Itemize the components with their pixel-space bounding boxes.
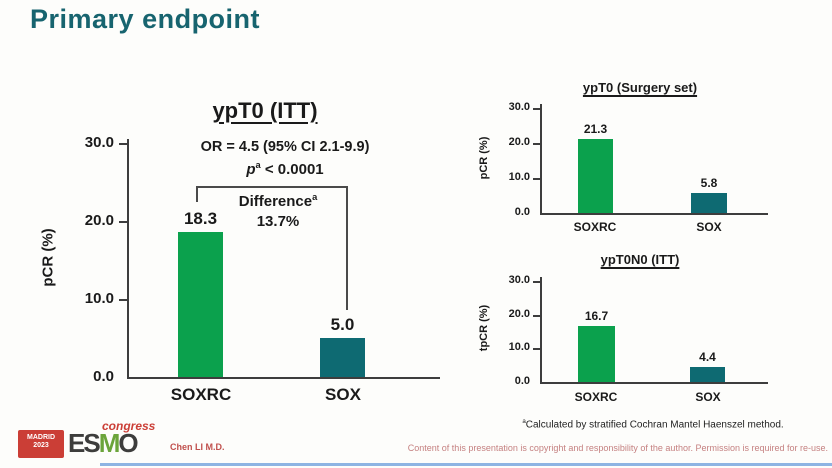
main-bar-group-sox: 5.0 bbox=[320, 314, 365, 377]
logo-year: 2023 bbox=[33, 442, 49, 450]
ypt0n0-ytick-label: 0.0 bbox=[514, 375, 530, 387]
surgery-chart-title: ypT0 (Surgery set) bbox=[582, 80, 698, 95]
footnote: aCalculated by stratified Cochran Mantel… bbox=[478, 418, 828, 430]
ypt0n0-ytick-label: 20.0 bbox=[508, 308, 530, 320]
surgery-ytick-label: 20.0 bbox=[508, 136, 530, 148]
main-ytick-label: 20.0 bbox=[84, 212, 114, 229]
esmo-logo: MADRID 2023 ESMO congress bbox=[18, 418, 178, 464]
surgery-bar-group-soxrc: 21.3 bbox=[578, 121, 613, 213]
surgery-x-axis bbox=[540, 213, 768, 215]
odds-ratio-text: OR = 4.5 (95% CI 2.1-9.9) bbox=[200, 139, 370, 155]
main-chart-title: ypT0 (ITT) bbox=[212, 98, 318, 123]
difference-label: Differencea bbox=[208, 192, 348, 210]
main-tick-30 bbox=[119, 143, 127, 145]
ypt0n0-tick-10 bbox=[533, 348, 540, 350]
logo-letter-o: O bbox=[118, 428, 138, 458]
page-title: Primary endpoint bbox=[30, 4, 261, 34]
bracket-right-tick bbox=[346, 186, 348, 310]
main-y-axis bbox=[127, 139, 129, 377]
main-ytick-label: 30.0 bbox=[84, 134, 114, 151]
main-tick-10 bbox=[119, 299, 127, 301]
surgery-y-axis-label: pCR (%) bbox=[478, 136, 490, 180]
main-y-axis-label: pCR (%) bbox=[39, 228, 57, 287]
ypt0n0-tick-20 bbox=[533, 315, 540, 317]
logo-congress-label: congress bbox=[102, 419, 156, 433]
difference-value: 13.7% bbox=[256, 213, 300, 230]
bar-value-label: 18.3 bbox=[183, 209, 218, 229]
surgery-y-axis bbox=[540, 104, 542, 213]
surgery-ytick-label: 10.0 bbox=[508, 171, 530, 183]
difference-superscript: a bbox=[312, 192, 318, 202]
footer-divider-line bbox=[100, 463, 832, 466]
main-category-soxrc: SOXRC bbox=[170, 385, 232, 404]
surgery-ytick-label: 0.0 bbox=[514, 206, 530, 218]
esmo-logo-wordmark: ESMO bbox=[68, 428, 139, 459]
ypt0n0-tick-30 bbox=[533, 281, 540, 283]
footnote-superscript: a bbox=[522, 418, 526, 425]
p-value-text: pa < 0.0001 bbox=[140, 160, 430, 178]
surgery-ytick-label: 30.0 bbox=[508, 101, 530, 113]
ypt0n0-plot-area: 16.7 4.4 bbox=[540, 281, 768, 382]
logo-city: MADRID bbox=[27, 434, 55, 441]
ypt0n0-ytick-label: 10.0 bbox=[508, 341, 530, 353]
bracket-horizontal-line bbox=[196, 186, 347, 188]
surgery-tick-10 bbox=[533, 178, 540, 180]
bar-sox bbox=[690, 367, 725, 382]
main-ytick-label: 10.0 bbox=[84, 290, 114, 307]
bar-value-label: 21.3 bbox=[583, 121, 608, 136]
bar-sox bbox=[320, 337, 365, 377]
difference-text: Difference bbox=[238, 193, 313, 210]
surgery-category-sox: SOX bbox=[696, 220, 722, 234]
bar-value-label: 16.7 bbox=[584, 308, 609, 323]
bar-soxrc bbox=[578, 138, 613, 213]
p-value: < 0.0001 bbox=[260, 161, 324, 178]
surgery-tick-30 bbox=[533, 108, 540, 110]
ypt0n0-category-sox: SOX bbox=[695, 390, 721, 404]
footnote-text: Calculated by stratified Cochran Mantel … bbox=[525, 419, 784, 431]
esmo-logo-city-badge: MADRID 2023 bbox=[18, 430, 64, 458]
bar-value-label: 5.8 bbox=[700, 175, 718, 190]
logo-letter-m: M bbox=[98, 428, 121, 458]
ypt0n0-y-axis bbox=[540, 277, 542, 382]
copyright-notice: Content of this presentation is copyrigh… bbox=[407, 443, 828, 453]
p-symbol: p bbox=[246, 161, 256, 178]
ypt0n0-ytick-label: 30.0 bbox=[508, 274, 530, 286]
bar-soxrc bbox=[578, 325, 615, 382]
bracket-left-tick bbox=[196, 186, 198, 202]
surgery-plot-area: 21.3 5.8 bbox=[540, 108, 768, 213]
ypt0n0-bar-group-sox: 4.4 bbox=[690, 350, 725, 382]
surgery-category-soxrc: SOXRC bbox=[573, 220, 617, 234]
p-superscript: a bbox=[255, 160, 261, 170]
ypt0n0-y-axis-label: tpCR (%) bbox=[478, 304, 490, 352]
bar-value-label: 5.0 bbox=[330, 314, 355, 334]
bar-sox bbox=[691, 192, 727, 213]
main-ytick-label: 0.0 bbox=[93, 368, 114, 385]
bar-soxrc bbox=[178, 232, 223, 377]
main-category-sox: SOX bbox=[325, 385, 361, 404]
main-tick-20 bbox=[119, 221, 127, 223]
logo-letters-es: ES bbox=[68, 428, 101, 458]
ypt0n0-bar-group-soxrc: 16.7 bbox=[578, 309, 615, 382]
main-plot-area: 18.3 5.0 bbox=[127, 140, 440, 377]
ypt0n0-category-soxrc: SOXRC bbox=[574, 390, 618, 404]
author-name: Chen LI M.D. bbox=[170, 442, 225, 452]
surgery-tick-20 bbox=[533, 143, 540, 145]
ypt0n0-chart-title: ypT0N0 (ITT) bbox=[600, 252, 680, 267]
main-bar-group-soxrc: 18.3 bbox=[178, 209, 223, 377]
ypt0n0-x-axis bbox=[540, 382, 768, 384]
surgery-bar-group-sox: 5.8 bbox=[691, 176, 727, 213]
bar-value-label: 4.4 bbox=[699, 350, 716, 365]
main-x-axis bbox=[127, 377, 440, 379]
